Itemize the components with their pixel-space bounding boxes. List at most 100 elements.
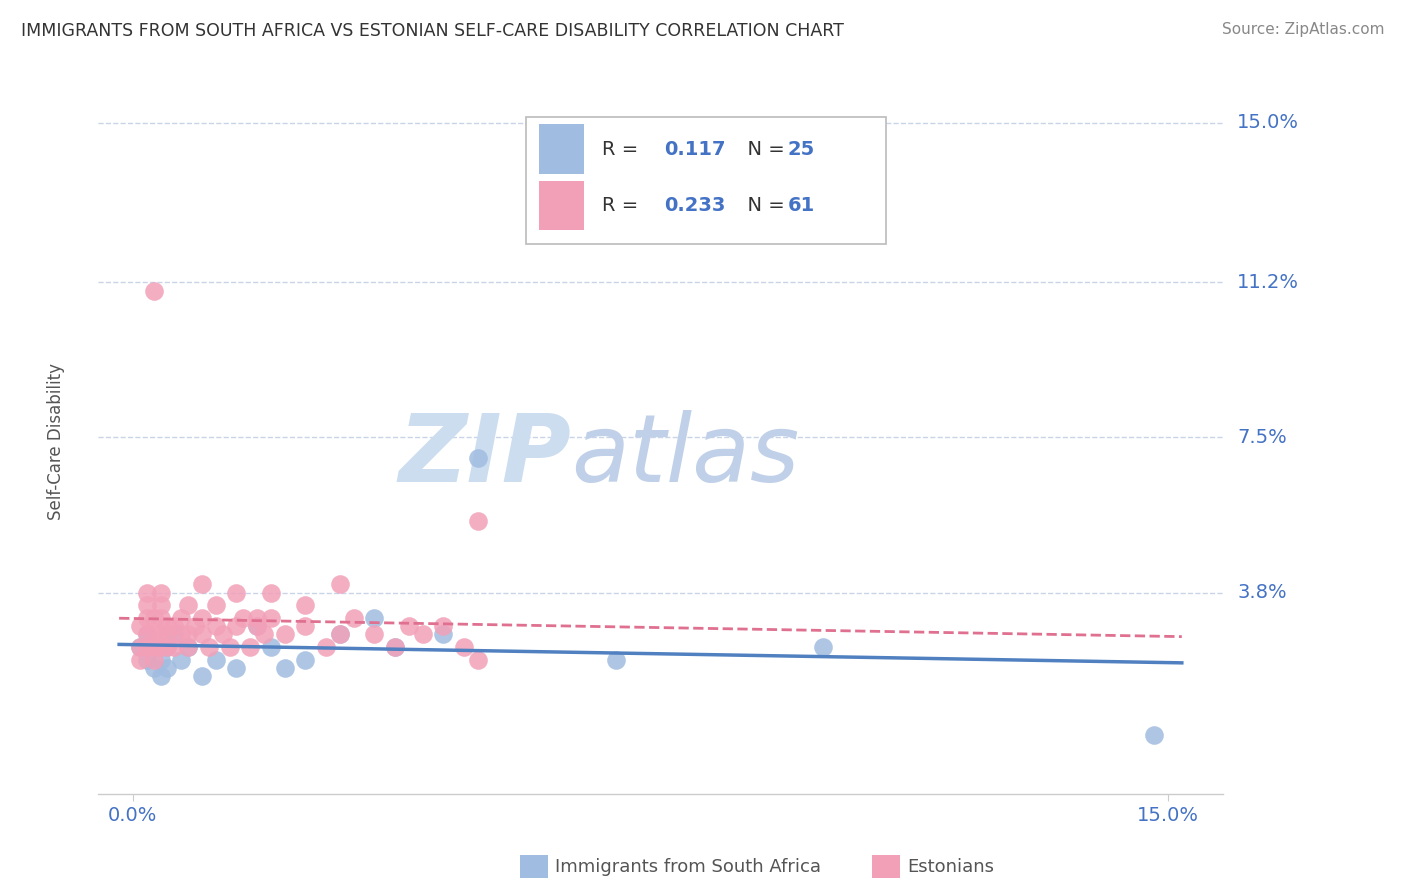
Point [198,640,221,654]
Point [260,611,283,625]
Point [135,627,157,641]
Point [294,619,316,633]
Text: 3.8%: 3.8% [1237,583,1286,602]
Bar [540,181,585,230]
Text: 25: 25 [787,139,815,159]
Point [232,611,254,625]
Point [191,611,214,625]
Point [149,640,172,654]
Point [177,640,200,654]
Point [246,611,269,625]
Point [191,627,214,641]
Point [142,661,165,675]
Point [135,627,157,641]
Point [274,627,297,641]
Point [260,585,283,599]
Point [163,640,186,654]
Point [246,619,269,633]
Point [177,640,200,654]
Point [467,653,489,667]
Point [467,451,489,466]
Point [453,640,475,654]
Point [246,619,269,633]
Point [156,627,179,641]
Text: 61: 61 [787,196,815,215]
Point [605,653,627,667]
Point [128,640,150,654]
Point [149,653,172,667]
FancyBboxPatch shape [526,118,886,244]
Text: Self-Care Disability: Self-Care Disability [46,363,65,520]
Bar [540,124,585,174]
Text: atlas: atlas [571,410,799,501]
Point [1143,728,1166,742]
Text: Immigrants from South Africa: Immigrants from South Africa [555,858,821,876]
Point [191,669,214,683]
Text: Estonians: Estonians [907,858,994,876]
Point [811,640,834,654]
Point [149,611,172,625]
Point [218,640,240,654]
Point [149,627,172,641]
Point [363,611,385,625]
Point [128,640,150,654]
Text: IMMIGRANTS FROM SOUTH AFRICA VS ESTONIAN SELF-CARE DISABILITY CORRELATION CHART: IMMIGRANTS FROM SOUTH AFRICA VS ESTONIAN… [21,22,844,40]
Text: N =: N = [735,139,792,159]
Point [177,598,200,612]
Text: 11.2%: 11.2% [1237,273,1299,292]
Point [135,585,157,599]
Point [225,619,247,633]
Text: N =: N = [735,196,792,215]
Point [260,640,283,654]
Point [204,619,226,633]
Point [135,598,157,612]
Point [149,598,172,612]
Point [170,611,193,625]
Text: 0.233: 0.233 [664,196,725,215]
Point [225,661,247,675]
Point [191,577,214,591]
Text: 7.5%: 7.5% [1237,428,1286,447]
Point [149,669,172,683]
Point [274,661,297,675]
Point [184,619,207,633]
Point [156,619,179,633]
Point [135,653,157,667]
Point [329,627,352,641]
Point [135,640,157,654]
Point [315,640,337,654]
Text: R =: R = [602,139,645,159]
Point [142,640,165,654]
Point [204,598,226,612]
Point [329,627,352,641]
Point [432,627,454,641]
Point [211,627,233,641]
Point [363,627,385,641]
Point [343,611,366,625]
Point [253,627,276,641]
Point [142,653,165,667]
Point [398,619,420,633]
Point [156,661,179,675]
Point [467,514,489,528]
Point [294,653,316,667]
Point [149,585,172,599]
Point [170,627,193,641]
Point [412,627,434,641]
Text: 0.117: 0.117 [664,139,725,159]
Point [239,640,262,654]
Point [225,585,247,599]
Point [142,611,165,625]
Point [329,577,352,591]
Point [384,640,406,654]
Point [163,627,186,641]
Text: Source: ZipAtlas.com: Source: ZipAtlas.com [1222,22,1385,37]
Point [156,640,179,654]
Point [128,619,150,633]
Point [170,653,193,667]
Point [128,653,150,667]
Text: ZIP: ZIP [398,409,571,501]
Point [156,640,179,654]
Point [163,619,186,633]
Text: 15.0%: 15.0% [1237,113,1299,132]
